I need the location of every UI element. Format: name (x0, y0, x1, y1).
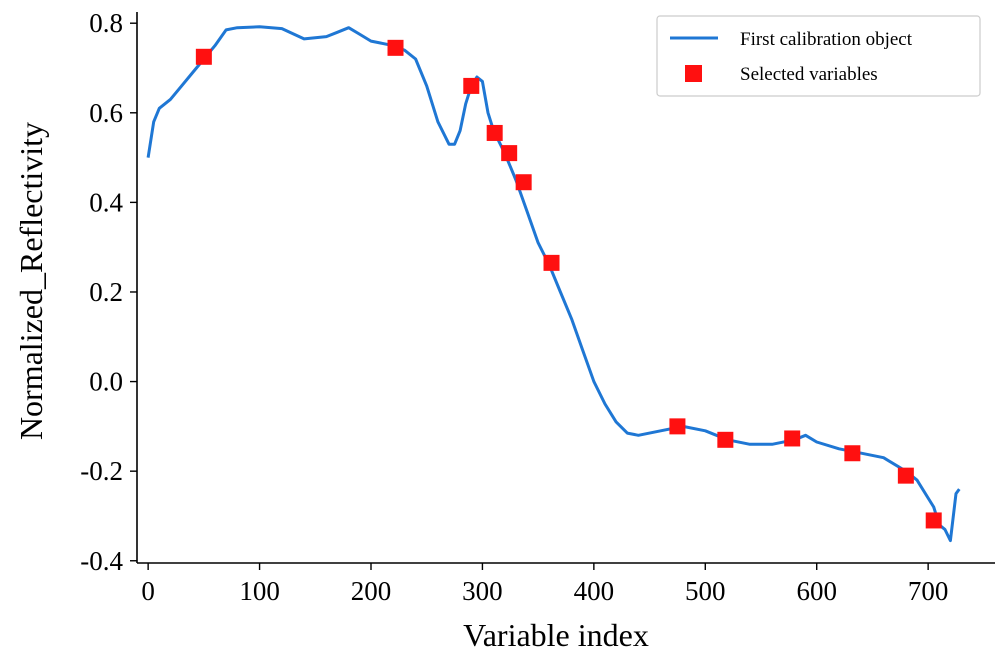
selected-variable-marker (501, 145, 518, 162)
y-axis-label: Normalized_Reflectivity (13, 122, 49, 440)
x-tick-label: 500 (685, 576, 726, 606)
selected-variable-marker (717, 431, 734, 448)
x-tick-label: 0 (141, 576, 155, 606)
selected-variable-marker (925, 512, 942, 529)
y-tick-label: 0.0 (89, 367, 123, 397)
selected-variable-marker (784, 430, 801, 447)
legend-label-calibration: First calibration object (740, 29, 913, 50)
x-tick-label: 100 (239, 576, 280, 606)
legend-marker-swatch (685, 65, 702, 82)
x-tick-label: 700 (908, 576, 949, 606)
y-tick-label: 0.4 (89, 187, 123, 217)
x-tick-label: 200 (351, 576, 392, 606)
selected-variable-marker (897, 467, 914, 484)
selected-variable-marker (515, 174, 532, 191)
y-tick-label: 0.8 (89, 8, 123, 38)
selected-variable-marker (463, 77, 480, 94)
x-tick-label: 300 (462, 576, 503, 606)
selected-variable-marker (486, 124, 503, 141)
legend-frame (656, 15, 981, 97)
x-tick-label: 400 (574, 576, 615, 606)
x-tick-label: 600 (796, 576, 837, 606)
y-tick-label: 0.2 (89, 277, 123, 307)
selected-variable-marker (543, 254, 560, 271)
plot-area (146, 25, 961, 543)
selected-variable-marker (195, 48, 212, 65)
y-tick-label: -0.2 (80, 456, 123, 486)
selected-variable-marker (387, 39, 404, 56)
x-axis-label: Variable index (463, 617, 649, 653)
axes: 0 100 200 300 400 500 600 700 0.8 0.6 0.4 0.2 0.0 -0… (80, 8, 995, 606)
y-ticks: 0.8 0.6 0.4 0.2 0.0 -0.2 -0.4 (80, 8, 137, 576)
series-line-first-calibration-object (146, 25, 961, 543)
selected-variable-marker (844, 445, 861, 462)
legend: First calibration object Selected variab… (656, 15, 981, 97)
selected-variable-marker (669, 418, 686, 435)
y-tick-label: -0.4 (80, 546, 123, 576)
y-tick-label: 0.6 (89, 98, 123, 128)
x-ticks: 0 100 200 300 400 500 600 700 (141, 563, 948, 606)
legend-label-selected: Selected variables (740, 64, 878, 85)
